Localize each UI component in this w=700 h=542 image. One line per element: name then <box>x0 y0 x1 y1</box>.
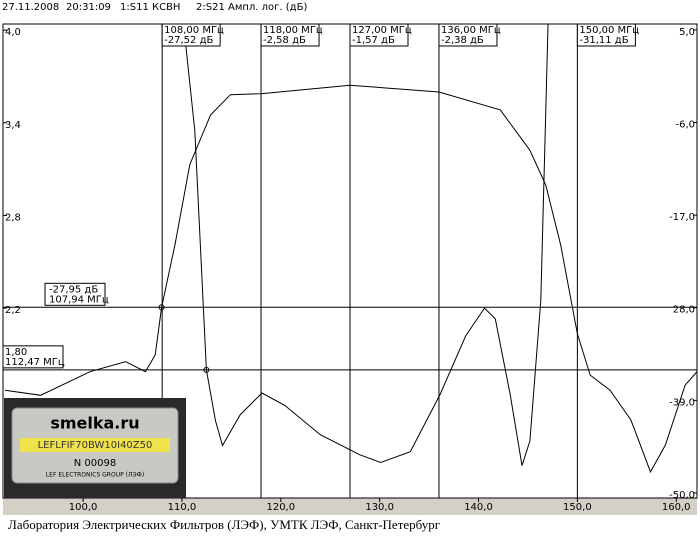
marker-point <box>203 366 210 373</box>
marker-box <box>2 345 64 369</box>
x-axis-band <box>3 498 697 515</box>
y2-tick-label: -17,0 <box>669 212 695 223</box>
marker-label: -2,38 дБ <box>441 35 484 46</box>
x-tick-label: 130,0 <box>365 502 394 513</box>
x-tick-label: 100,0 <box>69 502 98 513</box>
y-tick-label: 2,8 <box>5 212 21 223</box>
x-tick-label: 160,0 <box>662 502 691 513</box>
marker-label: 108,00 МГц <box>164 25 224 36</box>
y-tick-label: 3,4 <box>5 120 21 131</box>
marker-label: 112,47 МГц <box>5 357 65 368</box>
header-date: 27.11.2008 <box>2 2 59 13</box>
trace <box>4 84 697 474</box>
photo-text: N 00098 <box>74 458 116 469</box>
y-tick-label: 4,0 <box>5 27 21 38</box>
marker-box <box>438 23 498 47</box>
marker-label: -27,95 дБ <box>49 284 98 295</box>
x-tick-label: 140,0 <box>464 502 493 513</box>
marker-box <box>576 23 636 47</box>
x-tick-label: 110,0 <box>168 502 197 513</box>
marker-label: 127,00 МГц <box>352 25 412 36</box>
marker-label: 150,00 МГц <box>579 25 639 36</box>
marker-label: -31,11 дБ <box>579 35 628 46</box>
marker-label: -27,52 дБ <box>164 35 213 46</box>
marker-label: -1,57 дБ <box>352 35 395 46</box>
marker-label: 118,00 МГц <box>263 25 323 36</box>
marker-box <box>44 282 106 306</box>
photo: smelka.ru LEFLFIF70BW10I40Z50 N 00098 LE… <box>4 398 186 498</box>
header-trace2: 2:S21 Ампл. лог. (дБ) <box>196 2 307 13</box>
marker-label: 136,00 МГц <box>441 25 501 36</box>
photo-text: LEF ELECTRONICS GROUP (ЛЭФ) <box>46 472 144 479</box>
photo-text: smelka.ru <box>50 414 139 433</box>
marker-label: 107,94 МГц <box>49 294 109 305</box>
photo-text: LEFLFIF70BW10I40Z50 <box>38 440 153 451</box>
header-trace1: 1:S11 КСВН <box>120 2 180 13</box>
marker-label: 1,80 <box>5 347 27 358</box>
y2-tick-label: 5,0 <box>679 27 695 38</box>
marker-box <box>260 23 320 47</box>
x-tick-label: 120,0 <box>266 502 295 513</box>
trace <box>183 24 549 466</box>
marker-box <box>161 23 221 47</box>
y2-tick-label: -50,0 <box>669 490 695 501</box>
footer: Лаборатория Электрических Фильтров (ЛЭФ)… <box>8 517 440 532</box>
device-sticker <box>20 438 170 452</box>
y-tick-label: 2,2 <box>5 305 21 316</box>
y2-tick-label: 28,0 <box>673 305 695 316</box>
y2-tick-label: -6,0 <box>675 120 695 131</box>
y2-tick-label: -39,0 <box>669 397 695 408</box>
header-time: 20:31:09 <box>66 2 111 13</box>
x-tick-label: 150,0 <box>563 502 592 513</box>
marker-box <box>349 23 409 47</box>
marker-label: -2,58 дБ <box>263 35 306 46</box>
marker-point <box>158 304 165 311</box>
